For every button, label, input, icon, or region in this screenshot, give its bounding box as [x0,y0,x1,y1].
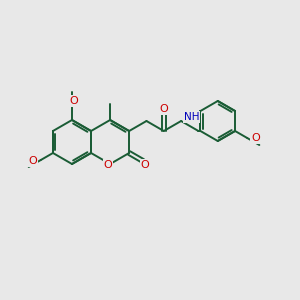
Text: O: O [251,133,260,143]
Text: NH: NH [184,112,200,122]
Text: O: O [28,156,37,166]
Text: O: O [141,160,149,170]
Text: O: O [70,96,78,106]
Text: O: O [104,160,112,170]
Text: O: O [159,104,168,114]
